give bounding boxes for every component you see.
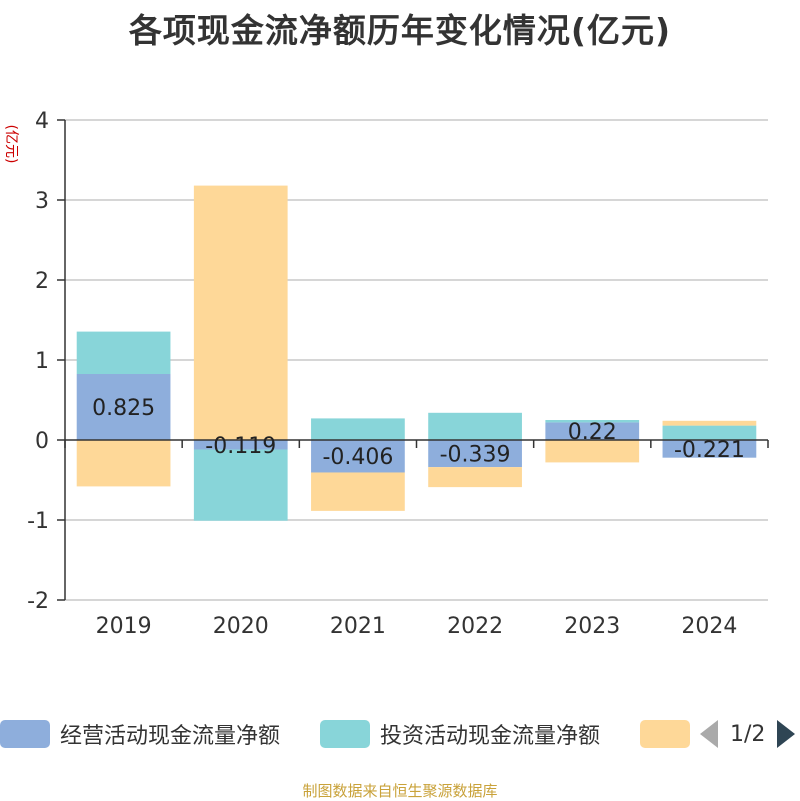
bar-1-2020	[193, 449, 288, 521]
bar-0-2022	[428, 440, 522, 468]
legend-label-investing: 投资活动现金流量净额	[380, 724, 601, 749]
legend-item-financing[interactable]	[640, 716, 700, 752]
bar-2-2022	[428, 467, 522, 488]
x-tick-label: 2021	[330, 614, 386, 639]
bar-2-2019	[76, 440, 171, 487]
bar-0-2021	[311, 440, 405, 473]
data-labels: 0.825 -0.119 -0.406 -0.339 0.22 -0.221	[92, 396, 745, 470]
legend-pager: 1/2	[700, 716, 796, 752]
bar-1-2019	[76, 331, 171, 374]
data-label: -0.406	[322, 445, 393, 470]
bar-0-2023	[545, 422, 640, 440]
y-tick-label: 3	[35, 189, 49, 214]
data-label: -0.221	[674, 438, 745, 463]
legend-next-icon[interactable]	[777, 720, 796, 748]
legend-swatch-investing	[320, 720, 370, 748]
data-label: 0.825	[92, 396, 155, 421]
y-tick-label: 1	[35, 349, 49, 374]
bar-1-2021	[311, 418, 405, 440]
data-label: -0.119	[205, 434, 276, 459]
y-tick-label: 2	[35, 269, 49, 294]
x-tick-label: 2022	[447, 614, 503, 639]
legend: 经营活动现金流量净额 投资活动现金流量净额 1/2	[0, 716, 800, 752]
y-tick-label: -1	[27, 509, 49, 534]
bar-1-2022	[428, 412, 522, 440]
legend-item-operating[interactable]: 经营活动现金流量净额	[0, 716, 280, 752]
bar-1-2024	[662, 425, 757, 440]
source-note: 制图数据来自恒生聚源数据库	[302, 782, 498, 800]
bar-2-2021	[311, 472, 405, 511]
x-tick-label: 2023	[564, 614, 620, 639]
x-tick-label: 2019	[96, 614, 152, 639]
bar-2-2023	[545, 440, 640, 463]
legend-item-investing[interactable]: 投资活动现金流量净额	[320, 716, 600, 752]
y-tick-label: 0	[35, 429, 49, 454]
chart-title: 各项现金流净额历年变化情况(亿元)	[128, 11, 672, 50]
data-label: -0.339	[440, 443, 511, 468]
legend-swatch-financing	[640, 720, 690, 748]
legend-swatch-operating	[0, 720, 50, 748]
bar-2-2024	[662, 420, 757, 426]
y-tick-label: -2	[27, 589, 49, 614]
legend-prev-icon[interactable]	[700, 720, 718, 748]
grid-lines	[65, 119, 768, 601]
bar-0-2019	[76, 374, 171, 440]
bar-2-2020	[193, 185, 288, 440]
data-label: 0.22	[568, 420, 617, 445]
bars	[76, 185, 757, 521]
x-tick-label: 2024	[681, 614, 737, 639]
bar-0-2024	[662, 440, 757, 458]
y-tick-label: 4	[35, 109, 49, 134]
x-tick-label: 2020	[213, 614, 269, 639]
chart-plot: 4 3 2 1 0 -1 -2 2019 2020 2021 2022 2023 2024 0.825 -…	[27, 109, 769, 639]
legend-page-indicator: 1/2	[730, 721, 766, 747]
bar-0-2020	[193, 440, 288, 450]
bar-1-2023	[545, 420, 640, 423]
axes: 4 3 2 1 0 -1 -2 2019 2020 2021 2022 2023 2024	[27, 109, 769, 639]
legend-label-operating: 经营活动现金流量净额	[60, 724, 281, 749]
